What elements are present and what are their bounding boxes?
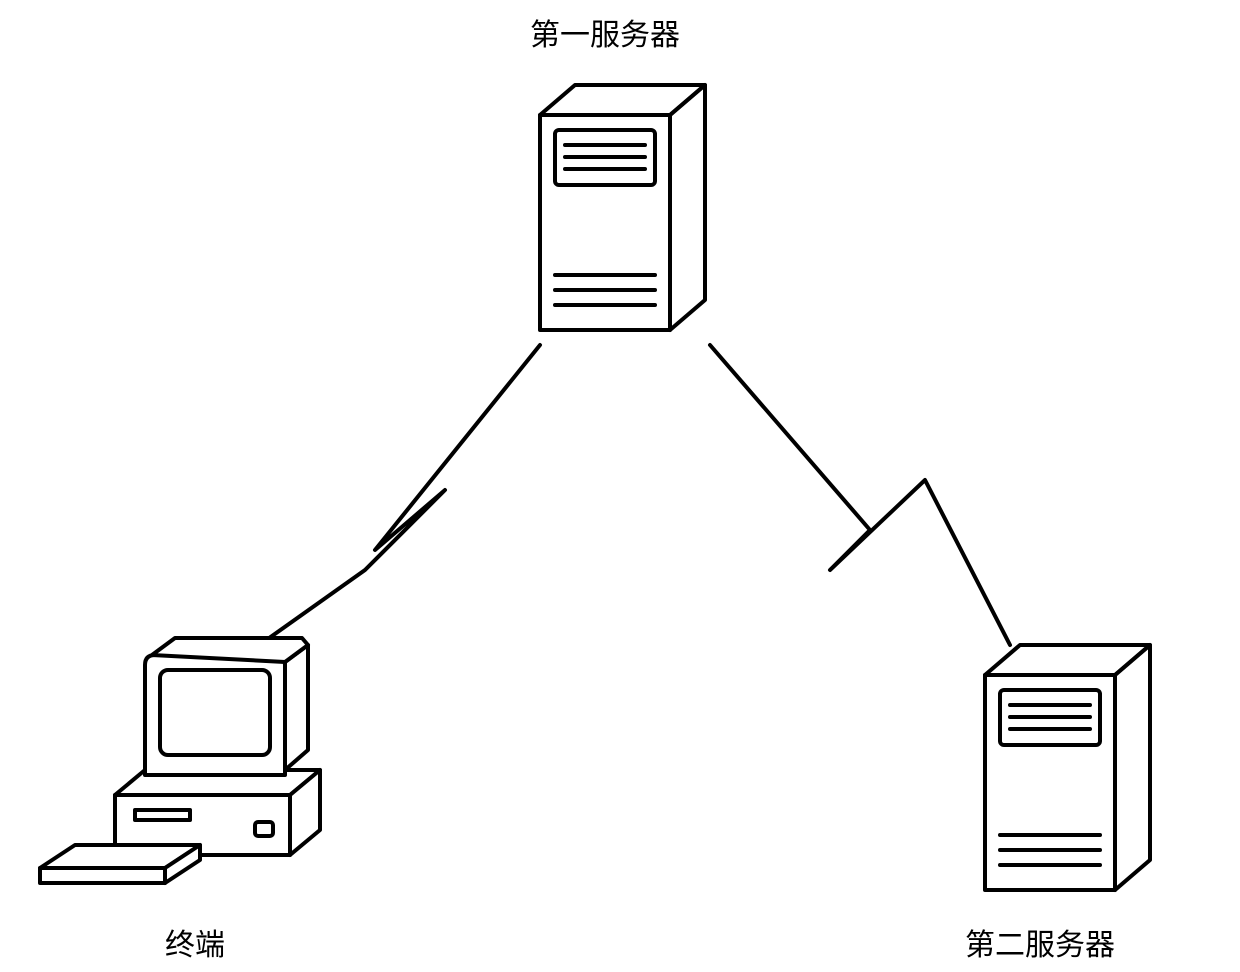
- server2-icon: [0, 0, 1240, 972]
- diagram-canvas: 第一服务器: [0, 0, 1240, 972]
- server2-label: 第二服务器: [965, 920, 1115, 964]
